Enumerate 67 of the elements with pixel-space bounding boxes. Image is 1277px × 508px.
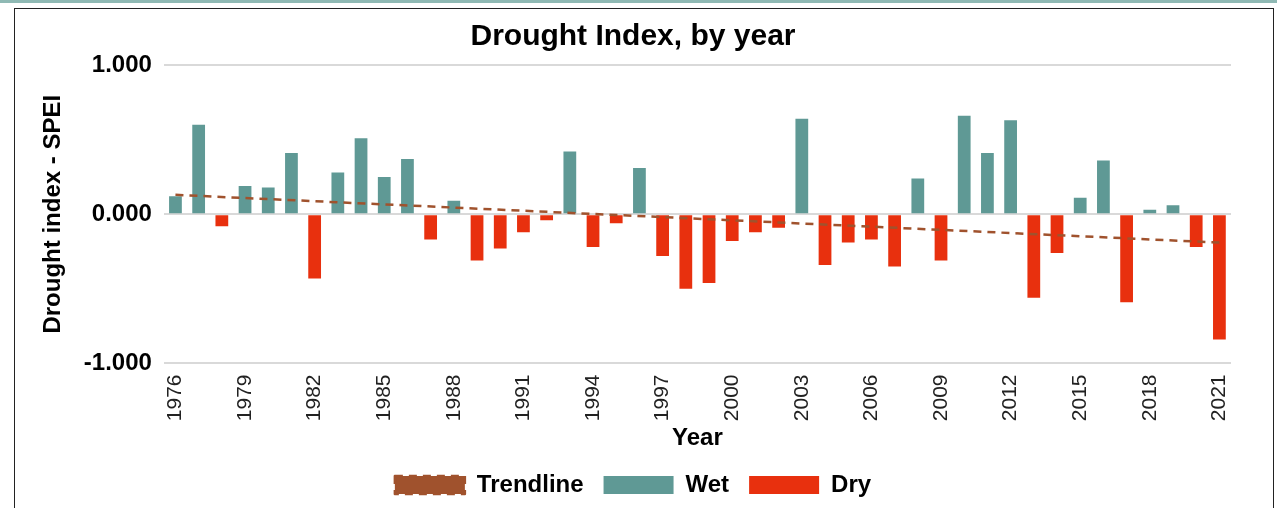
bar <box>1213 215 1226 340</box>
bar <box>517 215 530 233</box>
x-tick-label: 1976 <box>162 374 186 422</box>
legend-label: Trendline <box>476 469 584 497</box>
bar <box>540 215 554 221</box>
bar <box>285 153 298 214</box>
bar <box>1004 120 1017 214</box>
x-axis-title: Year <box>672 423 723 451</box>
y-axis-title: Drought index - SPEI <box>38 94 66 334</box>
bar <box>308 215 322 279</box>
bar <box>424 215 438 240</box>
bar <box>841 215 855 243</box>
bar <box>725 215 739 242</box>
bar <box>609 215 623 224</box>
y-tick-label: 0.000 <box>91 198 152 226</box>
bar <box>1166 205 1180 214</box>
bar <box>957 115 971 214</box>
bar <box>749 215 762 233</box>
bar <box>1189 215 1203 248</box>
x-tick-label: 2021 <box>1206 374 1230 422</box>
bar <box>981 153 994 214</box>
x-tick-label: 1988 <box>440 374 464 422</box>
bar <box>1050 215 1064 254</box>
x-tick-label: 2009 <box>927 374 951 422</box>
x-tick-label: 1991 <box>510 374 534 422</box>
bar <box>1027 215 1041 298</box>
x-tick-label: 2000 <box>719 374 743 422</box>
bar <box>865 215 878 240</box>
x-tick-label: 1985 <box>371 374 395 422</box>
x-tick-label: 1979 <box>231 374 255 422</box>
bar <box>331 172 345 214</box>
bar <box>377 176 391 214</box>
x-tick-label: 1982 <box>301 374 325 422</box>
x-tick-label: 2003 <box>788 374 812 422</box>
bar <box>702 215 716 283</box>
x-tick-label: 2015 <box>1067 374 1090 422</box>
x-tick-label: 1997 <box>649 374 673 422</box>
bar <box>563 151 577 214</box>
bar <box>354 138 368 214</box>
bar <box>934 215 948 261</box>
bar <box>470 215 484 261</box>
bar <box>169 196 182 214</box>
y-tick-label: 1.000 <box>91 49 152 77</box>
bar <box>1097 160 1110 214</box>
x-tick-label: 1994 <box>579 374 603 422</box>
legend-label: Dry <box>831 469 872 497</box>
bar <box>192 124 206 214</box>
chart-title: Drought Index, by year <box>470 18 796 52</box>
bar <box>888 215 901 267</box>
bar <box>215 215 229 227</box>
bar <box>633 167 646 214</box>
bar <box>493 215 507 249</box>
bar <box>795 118 809 214</box>
bar <box>1120 215 1133 303</box>
bar <box>401 159 414 214</box>
x-tick-label: 2012 <box>997 374 1021 422</box>
bar <box>1073 197 1087 214</box>
bar <box>818 215 832 265</box>
bar <box>261 187 275 214</box>
bar <box>911 178 925 214</box>
bar <box>656 215 670 257</box>
bar <box>679 215 693 289</box>
x-tick-label: 2006 <box>858 374 882 422</box>
legend-label: Wet <box>685 469 730 497</box>
bar <box>586 215 600 248</box>
x-tick-label: 2018 <box>1136 374 1160 422</box>
y-tick-label: -1.000 <box>83 348 152 376</box>
